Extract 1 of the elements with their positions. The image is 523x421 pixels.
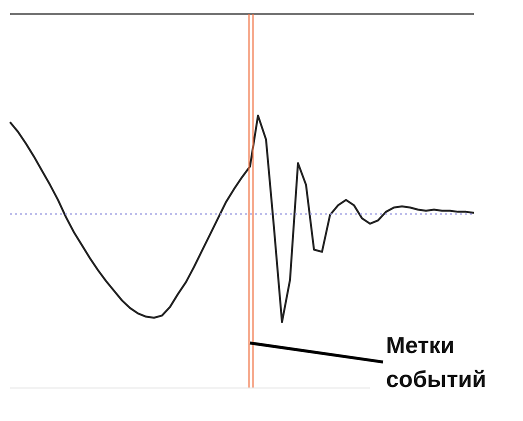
text: Метки событий [386, 331, 488, 394]
